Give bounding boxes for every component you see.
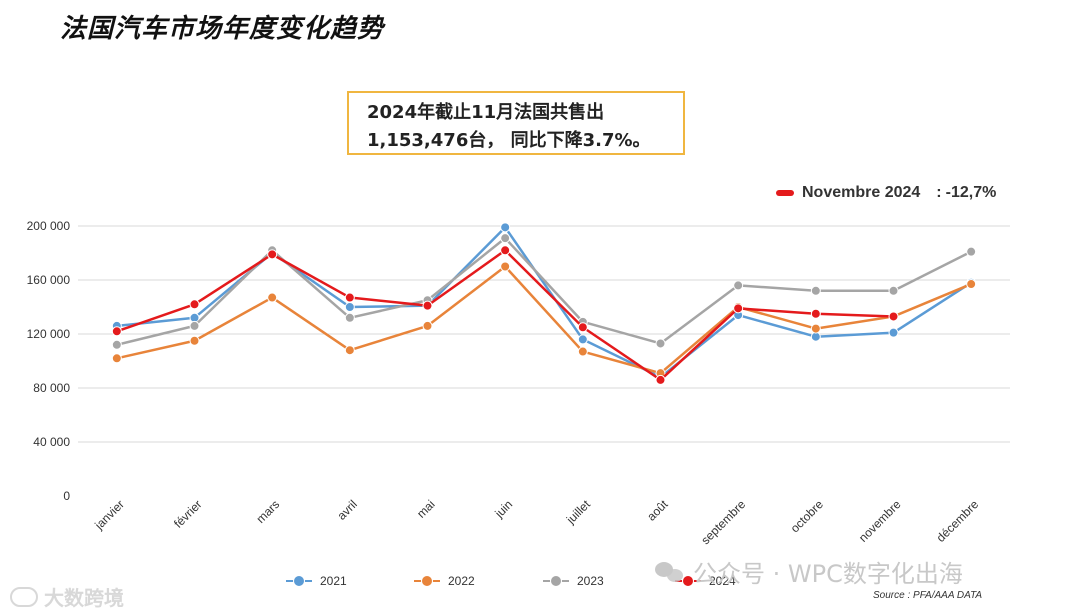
series-2024-point xyxy=(111,326,122,337)
series-2021-point xyxy=(344,302,355,312)
series-2022-point xyxy=(577,346,588,357)
legend-marker xyxy=(286,575,312,587)
series-2023-point xyxy=(733,280,744,291)
x-tick-label: septembre xyxy=(698,497,748,547)
brand-logo: 大数跨境 xyxy=(10,582,124,611)
y-tick-label: 40 000 xyxy=(33,435,70,449)
series-2023-point xyxy=(655,338,666,349)
series-2024-point xyxy=(344,292,355,303)
brand-icon xyxy=(10,586,38,607)
summary-note: 2024年截止11月法国共售出 1,153,476台， 同比下降3.7%。 xyxy=(347,91,685,155)
legend-marker xyxy=(414,575,440,587)
watermark-text: 公众号 · WPC数字化出海 xyxy=(693,560,963,588)
legend-item-2022: 2022 xyxy=(414,574,475,588)
y-tick-label: 0 xyxy=(63,489,70,503)
series-2024-point xyxy=(189,299,200,310)
series-2021-point xyxy=(500,222,511,233)
source-note: Source : PFA/AAA DATA xyxy=(873,590,983,601)
series-2023-point xyxy=(966,246,977,257)
legend-label: 2024 xyxy=(709,574,736,588)
x-tick-label: décembre xyxy=(934,497,982,545)
series-2024-point xyxy=(422,300,433,311)
legend-marker xyxy=(543,575,569,587)
series-2021-point xyxy=(577,334,588,345)
x-tick-label: février xyxy=(171,497,204,530)
x-tick-label: janvier xyxy=(91,497,127,533)
series-2024-point xyxy=(810,308,821,319)
series-2022-point xyxy=(810,323,821,334)
legend-marker xyxy=(675,575,701,587)
series-2023-point xyxy=(344,312,355,323)
legend-label: 2022 xyxy=(448,574,475,588)
x-tick-label: mars xyxy=(254,497,283,526)
november-highlight: Novembre 2024 : -12,7% xyxy=(776,184,996,202)
series-2022-line xyxy=(116,265,972,375)
series-2022-point xyxy=(111,353,122,364)
series-2022-point xyxy=(344,345,355,356)
brand-text: 大数跨境 xyxy=(44,586,124,610)
wechat-icon xyxy=(655,560,685,584)
series-2023-line xyxy=(116,236,972,347)
y-tick-label: 200 000 xyxy=(27,219,71,233)
y-tick-label: 160 000 xyxy=(27,273,71,287)
series-2023-point xyxy=(500,233,511,244)
series-2022-point xyxy=(189,335,200,346)
page-title: 法国汽车市场年度变化趋势 xyxy=(60,14,385,44)
summary-line-1: 2024年截止11月法国共售出 xyxy=(367,102,605,123)
legend-item-2024: 2024 xyxy=(675,574,736,588)
series-2021-line xyxy=(116,226,972,379)
series-2022-point xyxy=(500,261,511,272)
x-tick-label: juillet xyxy=(563,497,593,527)
series-2023-point xyxy=(189,320,200,331)
series-2024-point xyxy=(267,249,278,260)
watermark: 公众号 · WPC数字化出海 xyxy=(655,554,963,589)
legend-label: 2021 xyxy=(320,574,347,588)
series-2024-point xyxy=(655,374,666,385)
series-2023-point xyxy=(888,285,899,296)
highlight-label: Novembre 2024 xyxy=(802,184,921,201)
series-2021-point xyxy=(888,327,899,338)
series-2022-point xyxy=(267,292,278,303)
x-tick-label: août xyxy=(644,497,671,524)
x-tick-label: mai xyxy=(414,497,438,521)
highlight-separator: : xyxy=(936,184,942,201)
summary-line-2: 1,153,476台， 同比下降3.7%。 xyxy=(367,130,651,151)
series-2022-point xyxy=(422,320,433,331)
x-tick-label: avril xyxy=(334,497,359,522)
series-2022-point xyxy=(966,279,977,290)
series-2023-point xyxy=(111,339,122,350)
x-tick-label: octobre xyxy=(788,497,826,535)
x-tick-label: juin xyxy=(491,497,515,521)
highlight-value: -12,7% xyxy=(945,184,997,201)
highlight-swatch xyxy=(776,190,794,196)
legend-item-2023: 2023 xyxy=(543,574,604,588)
series-2024-point xyxy=(733,303,744,314)
y-tick-label: 120 000 xyxy=(27,327,71,341)
x-tick-label: novembre xyxy=(856,497,904,545)
series-2023-point xyxy=(810,285,821,296)
series-2024-point xyxy=(500,245,511,256)
series-2024-point xyxy=(888,311,899,322)
chart-legend: 2021 2022 2023 2024 xyxy=(0,574,1080,594)
legend-label: 2023 xyxy=(577,574,604,588)
y-tick-label: 80 000 xyxy=(33,381,70,395)
legend-item-2021: 2021 xyxy=(286,574,347,588)
series-2024-point xyxy=(577,322,588,333)
